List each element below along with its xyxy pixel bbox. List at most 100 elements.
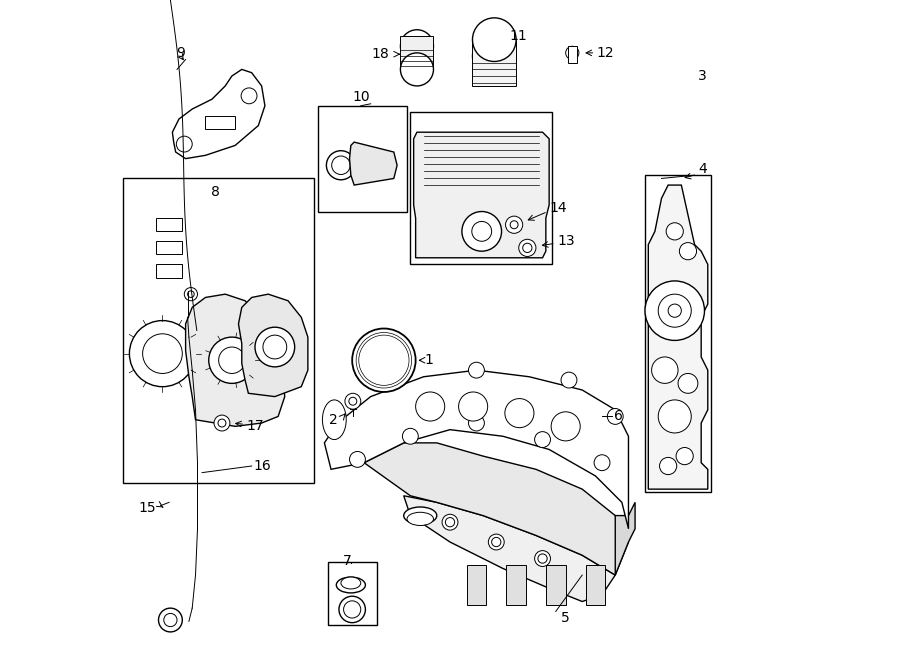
- Circle shape: [218, 419, 226, 427]
- Circle shape: [506, 216, 523, 233]
- Circle shape: [535, 432, 551, 447]
- Circle shape: [219, 347, 245, 373]
- Circle shape: [209, 337, 255, 383]
- Bar: [156, 218, 183, 231]
- Circle shape: [402, 428, 418, 444]
- Text: 17: 17: [247, 419, 264, 434]
- Polygon shape: [648, 185, 707, 489]
- Bar: [156, 264, 183, 278]
- Text: 16: 16: [253, 459, 271, 473]
- Ellipse shape: [332, 156, 350, 175]
- Circle shape: [652, 357, 678, 383]
- Text: 13: 13: [558, 234, 575, 249]
- Bar: [410, 112, 553, 264]
- Circle shape: [255, 327, 294, 367]
- Circle shape: [491, 537, 501, 547]
- Text: 14: 14: [549, 201, 567, 215]
- Text: 6: 6: [614, 409, 623, 424]
- Circle shape: [678, 373, 698, 393]
- Circle shape: [469, 362, 484, 378]
- Circle shape: [566, 46, 579, 59]
- Bar: [318, 106, 407, 212]
- Bar: [328, 562, 377, 625]
- Text: 8: 8: [211, 184, 220, 199]
- Bar: [586, 565, 606, 605]
- Circle shape: [518, 239, 536, 256]
- Circle shape: [164, 613, 177, 627]
- Circle shape: [462, 212, 501, 251]
- Text: 10: 10: [352, 90, 370, 104]
- Circle shape: [538, 554, 547, 563]
- Ellipse shape: [344, 601, 361, 618]
- Circle shape: [187, 291, 194, 297]
- Circle shape: [482, 43, 508, 69]
- Circle shape: [459, 392, 488, 421]
- Circle shape: [352, 329, 416, 392]
- Circle shape: [349, 451, 365, 467]
- Circle shape: [676, 447, 693, 465]
- Circle shape: [359, 335, 409, 385]
- Polygon shape: [616, 502, 635, 575]
- Circle shape: [158, 608, 183, 632]
- Circle shape: [442, 514, 458, 530]
- Circle shape: [608, 408, 623, 424]
- Bar: [506, 565, 526, 605]
- Circle shape: [594, 455, 610, 471]
- Circle shape: [345, 393, 361, 409]
- Text: 2: 2: [328, 412, 338, 427]
- Circle shape: [658, 400, 691, 433]
- Polygon shape: [185, 294, 284, 426]
- Circle shape: [666, 223, 683, 240]
- Bar: [645, 175, 711, 492]
- Circle shape: [361, 337, 407, 383]
- Polygon shape: [364, 443, 628, 575]
- Circle shape: [184, 288, 197, 301]
- Polygon shape: [404, 496, 616, 602]
- Bar: [122, 178, 314, 483]
- Circle shape: [400, 30, 434, 63]
- Circle shape: [176, 136, 193, 152]
- Circle shape: [551, 412, 580, 441]
- Circle shape: [130, 321, 195, 387]
- Circle shape: [505, 399, 534, 428]
- Bar: [472, 40, 516, 86]
- Circle shape: [680, 243, 697, 260]
- Polygon shape: [238, 294, 308, 397]
- Text: 15: 15: [139, 500, 156, 515]
- Ellipse shape: [327, 151, 356, 180]
- Circle shape: [523, 243, 532, 253]
- Circle shape: [472, 18, 516, 61]
- Text: 3: 3: [698, 69, 706, 83]
- Circle shape: [668, 304, 681, 317]
- Text: 1: 1: [425, 353, 434, 368]
- Circle shape: [142, 334, 183, 373]
- Text: 18: 18: [372, 47, 389, 61]
- Ellipse shape: [407, 512, 434, 525]
- Circle shape: [535, 551, 551, 566]
- Text: 11: 11: [509, 29, 527, 44]
- Text: 7: 7: [343, 553, 352, 568]
- Circle shape: [472, 221, 491, 241]
- Text: 9: 9: [176, 46, 184, 60]
- Bar: [156, 241, 183, 254]
- Circle shape: [446, 518, 454, 527]
- Bar: [400, 36, 434, 69]
- Circle shape: [469, 415, 484, 431]
- Circle shape: [214, 415, 230, 431]
- Ellipse shape: [404, 507, 436, 524]
- Circle shape: [400, 53, 434, 86]
- Text: 12: 12: [597, 46, 615, 60]
- Circle shape: [349, 397, 356, 405]
- Bar: [545, 565, 566, 605]
- Circle shape: [241, 88, 257, 104]
- Circle shape: [658, 294, 691, 327]
- Circle shape: [263, 335, 287, 359]
- Circle shape: [371, 347, 397, 373]
- Circle shape: [645, 281, 705, 340]
- Circle shape: [356, 332, 411, 388]
- Circle shape: [416, 392, 445, 421]
- Circle shape: [472, 34, 516, 78]
- Text: 5: 5: [561, 611, 570, 625]
- Ellipse shape: [337, 577, 365, 593]
- Circle shape: [376, 375, 392, 391]
